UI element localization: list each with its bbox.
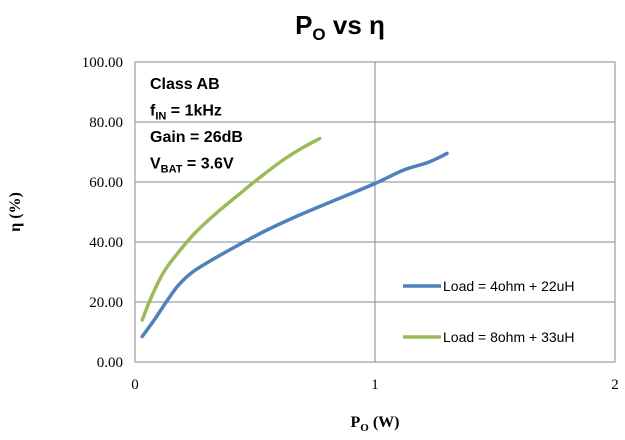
chart-title: PO vs η xyxy=(295,10,385,44)
annotation-line: VBAT = 3.6V xyxy=(150,156,234,176)
chart-title-rest: vs η xyxy=(326,10,385,40)
y-axis-ticks: 0.00 20.00 40.00 60.00 80.00 100.00 xyxy=(82,55,123,371)
annotation-line: Class AB xyxy=(150,76,220,93)
chart-title-main: P xyxy=(295,10,312,40)
x-axis-label-rest: (W) xyxy=(369,414,400,431)
series-lines xyxy=(140,136,449,339)
legend: Load = 4ohm + 22uH Load = 8ohm + 33uH xyxy=(403,278,575,345)
x-axis-label: PO (W) xyxy=(351,414,400,434)
annotation-block: Class AB fIN = 1kHz Gain = 26dB VBAT = 3.6V xyxy=(150,76,243,176)
y-tick-label: 20.00 xyxy=(89,295,123,311)
x-axis-ticks: 0 1 2 xyxy=(131,377,619,393)
y-tick-label: 80.00 xyxy=(89,115,123,131)
y-tick-label: 60.00 xyxy=(89,175,123,191)
y-tick-label: 40.00 xyxy=(89,235,123,251)
x-tick-label: 1 xyxy=(371,377,379,393)
legend-label-2: Load = 8ohm + 33uH xyxy=(443,329,575,345)
y-axis-label: η (%) xyxy=(7,192,24,232)
legend-label-1: Load = 4ohm + 22uH xyxy=(443,278,575,294)
x-tick-label: 2 xyxy=(611,377,619,393)
annotation-line: Gain = 26dB xyxy=(150,129,243,146)
series-line-1 xyxy=(140,151,449,339)
plot-area xyxy=(134,61,616,363)
annotation-line: fIN = 1kHz xyxy=(150,103,222,123)
x-axis-label-main: P xyxy=(351,414,361,431)
series-line-2 xyxy=(140,136,322,322)
x-axis-label-sub: O xyxy=(360,422,369,434)
y-tick-label: 100.00 xyxy=(82,55,123,71)
chart-title-sub: O xyxy=(312,25,325,44)
y-tick-label: 0.00 xyxy=(97,355,123,371)
x-tick-label: 0 xyxy=(131,377,139,393)
